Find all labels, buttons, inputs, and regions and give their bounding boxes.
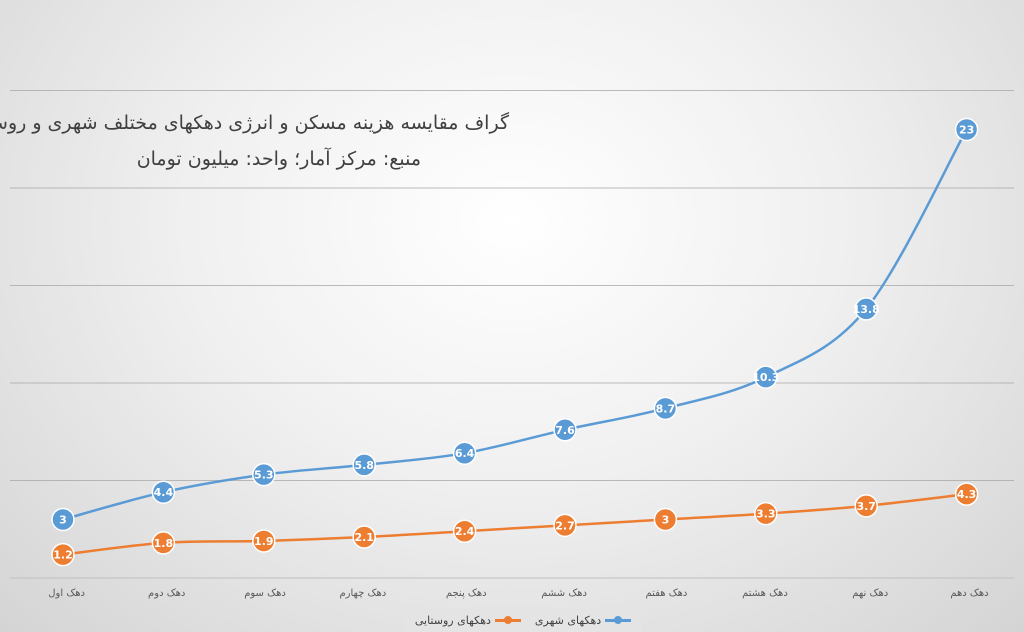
data-point xyxy=(754,365,778,389)
data-label: 2.1 xyxy=(354,531,374,544)
data-point xyxy=(754,501,778,526)
data-label: 1.2 xyxy=(53,549,73,562)
x-tick-label: دهک پنجم xyxy=(446,588,487,599)
data-point xyxy=(252,529,276,553)
data-label: 5.3 xyxy=(254,469,274,482)
data-point xyxy=(553,513,577,538)
data-point xyxy=(352,525,376,549)
x-tick-label: دهک دوم xyxy=(148,588,185,599)
data-label: 1.9 xyxy=(254,535,274,548)
data-point xyxy=(452,441,477,465)
data-point xyxy=(252,462,276,487)
data-label: 7.6 xyxy=(555,424,575,437)
data-label: 4.3 xyxy=(957,488,977,501)
data-point xyxy=(553,418,577,442)
data-label: 6.4 xyxy=(455,447,475,460)
x-tick-label: دهک اول xyxy=(48,588,85,599)
data-label: 2.4 xyxy=(455,525,475,538)
legend-label-urban: دهکهای شهری xyxy=(534,613,602,627)
data-point xyxy=(854,297,878,321)
data-point xyxy=(854,494,878,518)
data-label: 3 xyxy=(662,514,670,527)
data-point xyxy=(452,519,477,543)
data-label: 13.8 xyxy=(853,303,880,316)
x-tick-label: دهک سوم xyxy=(244,588,286,599)
data-label: 8.7 xyxy=(656,402,676,415)
legend-marker-urban xyxy=(605,615,632,624)
chart-subtitle: منبع: مرکز آمار؛ واحد: میلیون تومان xyxy=(136,148,421,170)
data-label: 3.3 xyxy=(756,508,776,521)
legend-item-rural: دهکهای روستایی xyxy=(415,614,521,627)
series-line-0 xyxy=(62,128,968,521)
legend-marker-rural xyxy=(494,615,521,624)
data-point xyxy=(653,507,678,532)
data-point xyxy=(51,542,75,567)
data-point xyxy=(151,531,176,555)
x-tick-label: دهک ششم xyxy=(541,588,587,599)
chart-title: گراف مقایسه هزینه مسکن و انرژی دهکهای مخ… xyxy=(0,112,509,134)
data-point xyxy=(954,482,979,506)
data-point xyxy=(954,117,979,142)
x-tick-label: دهک نهم xyxy=(852,588,888,599)
legend: دهکهای شهری دهکهای روستایی xyxy=(405,608,641,632)
data-label: 3 xyxy=(59,514,67,527)
data-point xyxy=(151,480,176,504)
data-label: 23 xyxy=(959,124,974,137)
series-line-1 xyxy=(62,492,967,556)
data-label: 10.3 xyxy=(752,371,779,384)
data-point xyxy=(653,396,678,421)
data-point xyxy=(51,507,75,532)
legend-item-urban: دهکهای شهری xyxy=(534,613,632,627)
x-tick-label: دهک هفتم xyxy=(646,588,688,599)
data-label: 4.4 xyxy=(154,486,174,499)
data-label: 5.8 xyxy=(354,459,374,472)
data-label: 1.8 xyxy=(154,537,174,550)
data-label: 2.7 xyxy=(555,519,575,532)
x-tick-label: دهک دهم xyxy=(950,588,988,599)
x-tick-label: دهک هشتم xyxy=(742,588,788,599)
data-point xyxy=(352,453,376,477)
data-label: 3.7 xyxy=(856,500,876,513)
legend-label-rural: دهکهای روستایی xyxy=(414,613,491,627)
x-tick-label: دهک چهارم xyxy=(339,588,386,599)
